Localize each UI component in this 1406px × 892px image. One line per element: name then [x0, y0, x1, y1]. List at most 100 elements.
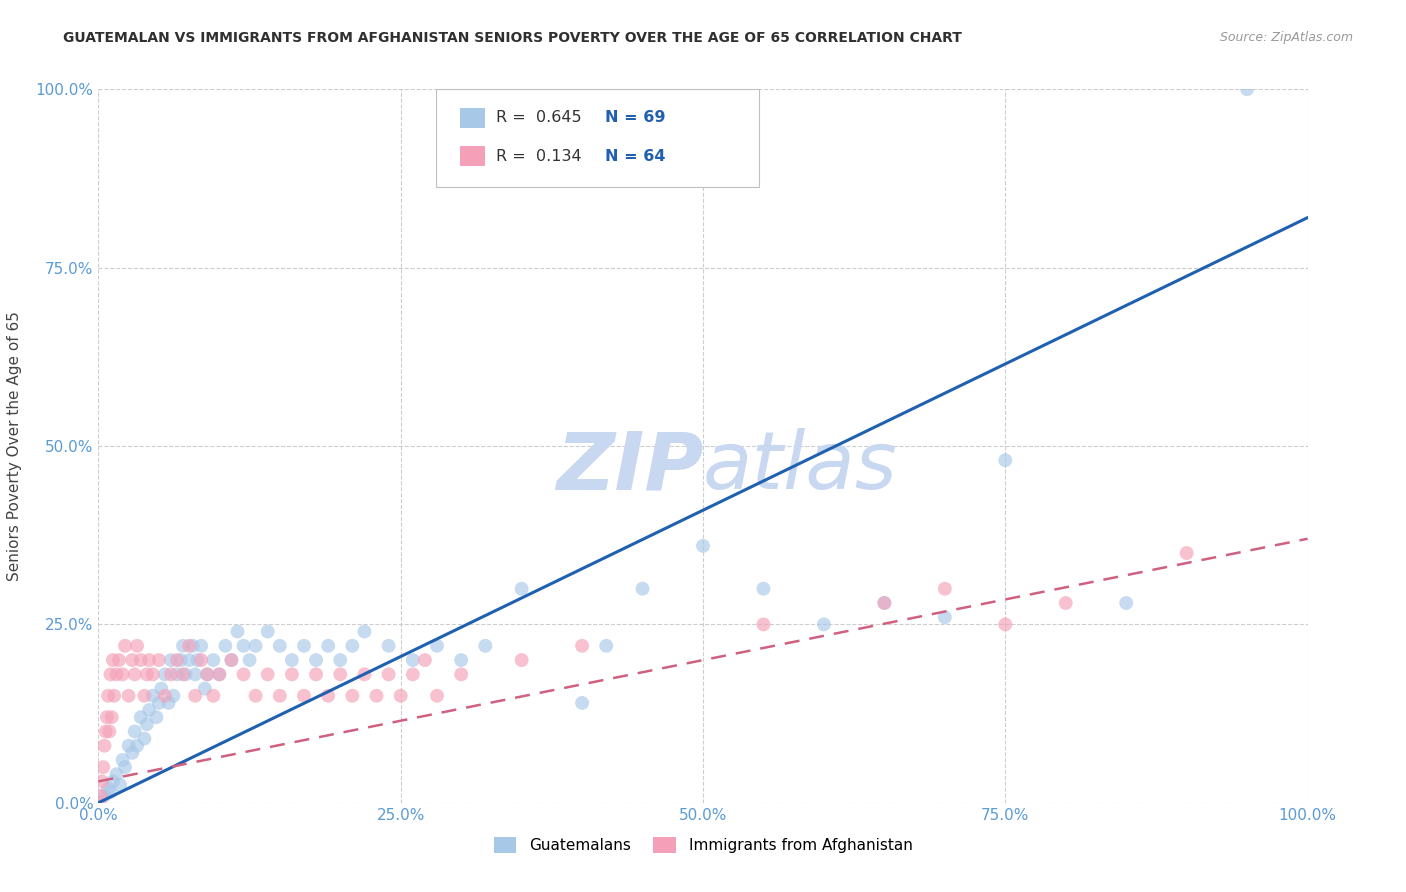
- Text: Source: ZipAtlas.com: Source: ZipAtlas.com: [1219, 31, 1353, 45]
- Text: R =  0.134: R = 0.134: [496, 149, 582, 163]
- Point: [813, 617, 835, 632]
- Point: [162, 689, 184, 703]
- Point: [160, 653, 183, 667]
- Point: [105, 767, 128, 781]
- Point: [256, 667, 278, 681]
- Point: [221, 653, 243, 667]
- Point: [101, 653, 124, 667]
- Point: [108, 778, 131, 792]
- Point: [571, 639, 593, 653]
- Point: [89, 796, 111, 810]
- Point: [181, 639, 204, 653]
- Point: [118, 739, 141, 753]
- Point: [873, 596, 896, 610]
- Text: atlas: atlas: [703, 428, 898, 507]
- Point: [190, 639, 212, 653]
- Point: [153, 689, 176, 703]
- Point: [127, 739, 149, 753]
- Point: [305, 653, 328, 667]
- Point: [187, 653, 209, 667]
- Point: [353, 667, 375, 681]
- Point: [142, 689, 165, 703]
- Point: [342, 689, 364, 703]
- Point: [160, 667, 183, 681]
- Point: [134, 689, 156, 703]
- Point: [179, 653, 201, 667]
- Point: [752, 582, 775, 596]
- Point: [145, 710, 167, 724]
- Point: [111, 753, 134, 767]
- Point: [100, 785, 122, 799]
- Point: [105, 667, 128, 681]
- Point: [179, 639, 201, 653]
- Point: [172, 667, 194, 681]
- Point: [138, 653, 160, 667]
- Point: [342, 639, 364, 653]
- Point: [100, 710, 122, 724]
- Point: [148, 696, 170, 710]
- Point: [221, 653, 243, 667]
- Point: [103, 689, 125, 703]
- Point: [138, 703, 160, 717]
- Point: [232, 667, 254, 681]
- Point: [108, 653, 131, 667]
- Point: [202, 689, 225, 703]
- Point: [873, 596, 896, 610]
- Point: [402, 653, 425, 667]
- Point: [98, 724, 121, 739]
- Point: [101, 774, 124, 789]
- Point: [450, 667, 472, 681]
- Point: [166, 653, 188, 667]
- Point: [510, 653, 533, 667]
- Point: [195, 667, 218, 681]
- Y-axis label: Seniors Poverty Over the Age of 65: Seniors Poverty Over the Age of 65: [7, 311, 21, 581]
- Point: [329, 667, 352, 681]
- Point: [1054, 596, 1077, 610]
- Point: [174, 667, 197, 681]
- Point: [172, 639, 194, 653]
- Point: [752, 617, 775, 632]
- Point: [631, 582, 654, 596]
- Point: [281, 653, 304, 667]
- Point: [316, 689, 339, 703]
- Point: [121, 746, 143, 760]
- Point: [100, 667, 122, 681]
- Point: [96, 710, 118, 724]
- Point: [135, 717, 157, 731]
- Point: [111, 667, 134, 681]
- Point: [157, 696, 180, 710]
- Point: [129, 653, 152, 667]
- Point: [510, 582, 533, 596]
- Point: [994, 617, 1017, 632]
- Point: [148, 653, 170, 667]
- Text: GUATEMALAN VS IMMIGRANTS FROM AFGHANISTAN SENIORS POVERTY OVER THE AGE OF 65 COR: GUATEMALAN VS IMMIGRANTS FROM AFGHANISTA…: [63, 31, 962, 45]
- Point: [292, 689, 315, 703]
- Point: [292, 639, 315, 653]
- Point: [934, 582, 956, 596]
- Point: [114, 760, 136, 774]
- Point: [474, 639, 496, 653]
- Point: [93, 739, 115, 753]
- Point: [329, 653, 352, 667]
- Point: [94, 724, 117, 739]
- Point: [202, 653, 225, 667]
- Point: [194, 681, 217, 696]
- Point: [91, 774, 114, 789]
- Point: [1175, 546, 1198, 560]
- Legend: Guatemalans, Immigrants from Afghanistan: Guatemalans, Immigrants from Afghanistan: [488, 831, 918, 859]
- Text: N = 69: N = 69: [605, 111, 665, 125]
- Point: [184, 667, 207, 681]
- Text: ZIP: ZIP: [555, 428, 703, 507]
- Point: [994, 453, 1017, 467]
- Point: [129, 710, 152, 724]
- Point: [281, 667, 304, 681]
- Point: [208, 667, 231, 681]
- Point: [269, 639, 291, 653]
- Point: [692, 539, 714, 553]
- Point: [118, 689, 141, 703]
- Point: [269, 689, 291, 703]
- Point: [426, 689, 449, 703]
- Point: [1236, 82, 1258, 96]
- Point: [402, 667, 425, 681]
- Point: [169, 653, 191, 667]
